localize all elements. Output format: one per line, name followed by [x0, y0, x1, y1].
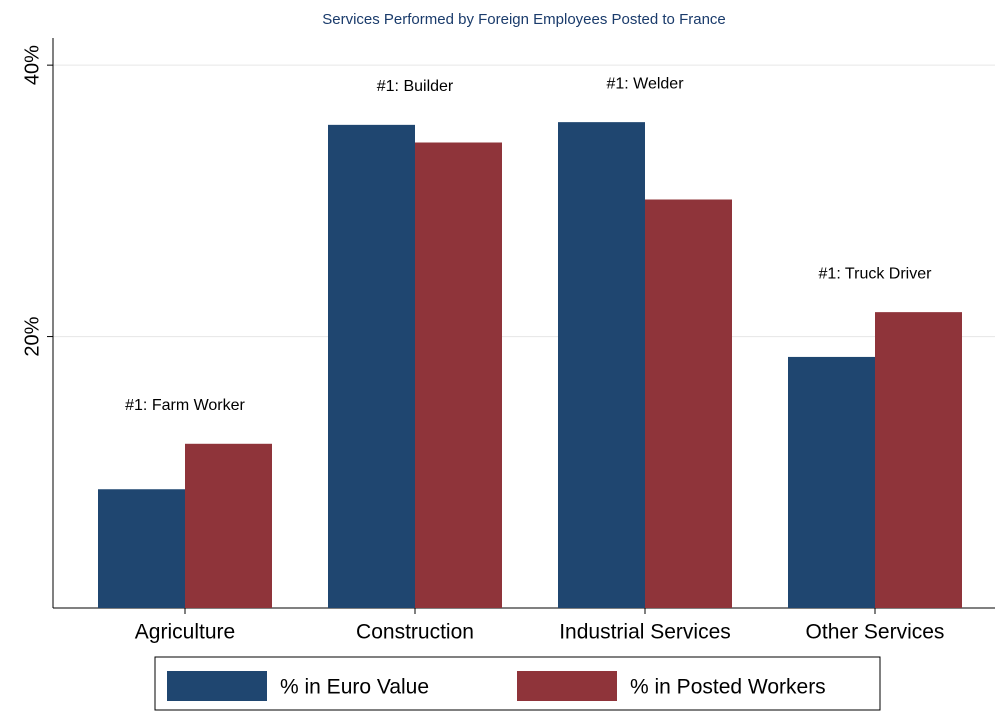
bar — [185, 443, 272, 608]
annotation: #1: Builder — [377, 78, 454, 95]
annotation: #1: Truck Driver — [819, 265, 933, 282]
x-tick-label: Agriculture — [135, 621, 235, 644]
legend-label: % in Posted Workers — [630, 676, 826, 699]
bar — [558, 122, 645, 609]
bar — [415, 142, 502, 608]
legend-label: % in Euro Value — [280, 676, 429, 699]
annotation: #1: Farm Worker — [125, 397, 245, 414]
x-tick-label: Industrial Services — [559, 621, 731, 644]
chart-title: Services Performed by Foreign Employees … — [322, 11, 726, 28]
bar — [875, 312, 962, 608]
x-tick-label: Construction — [356, 621, 474, 644]
bar — [328, 124, 415, 608]
legend-swatch — [517, 671, 617, 701]
y-tick-label: 40% — [21, 45, 43, 85]
bar — [788, 356, 875, 608]
annotation: #1: Welder — [606, 75, 684, 92]
legend-swatch — [167, 671, 267, 701]
x-tick-label: Other Services — [806, 621, 945, 644]
y-tick-label: 20% — [21, 316, 43, 356]
bar — [645, 199, 732, 608]
bar — [98, 489, 185, 608]
